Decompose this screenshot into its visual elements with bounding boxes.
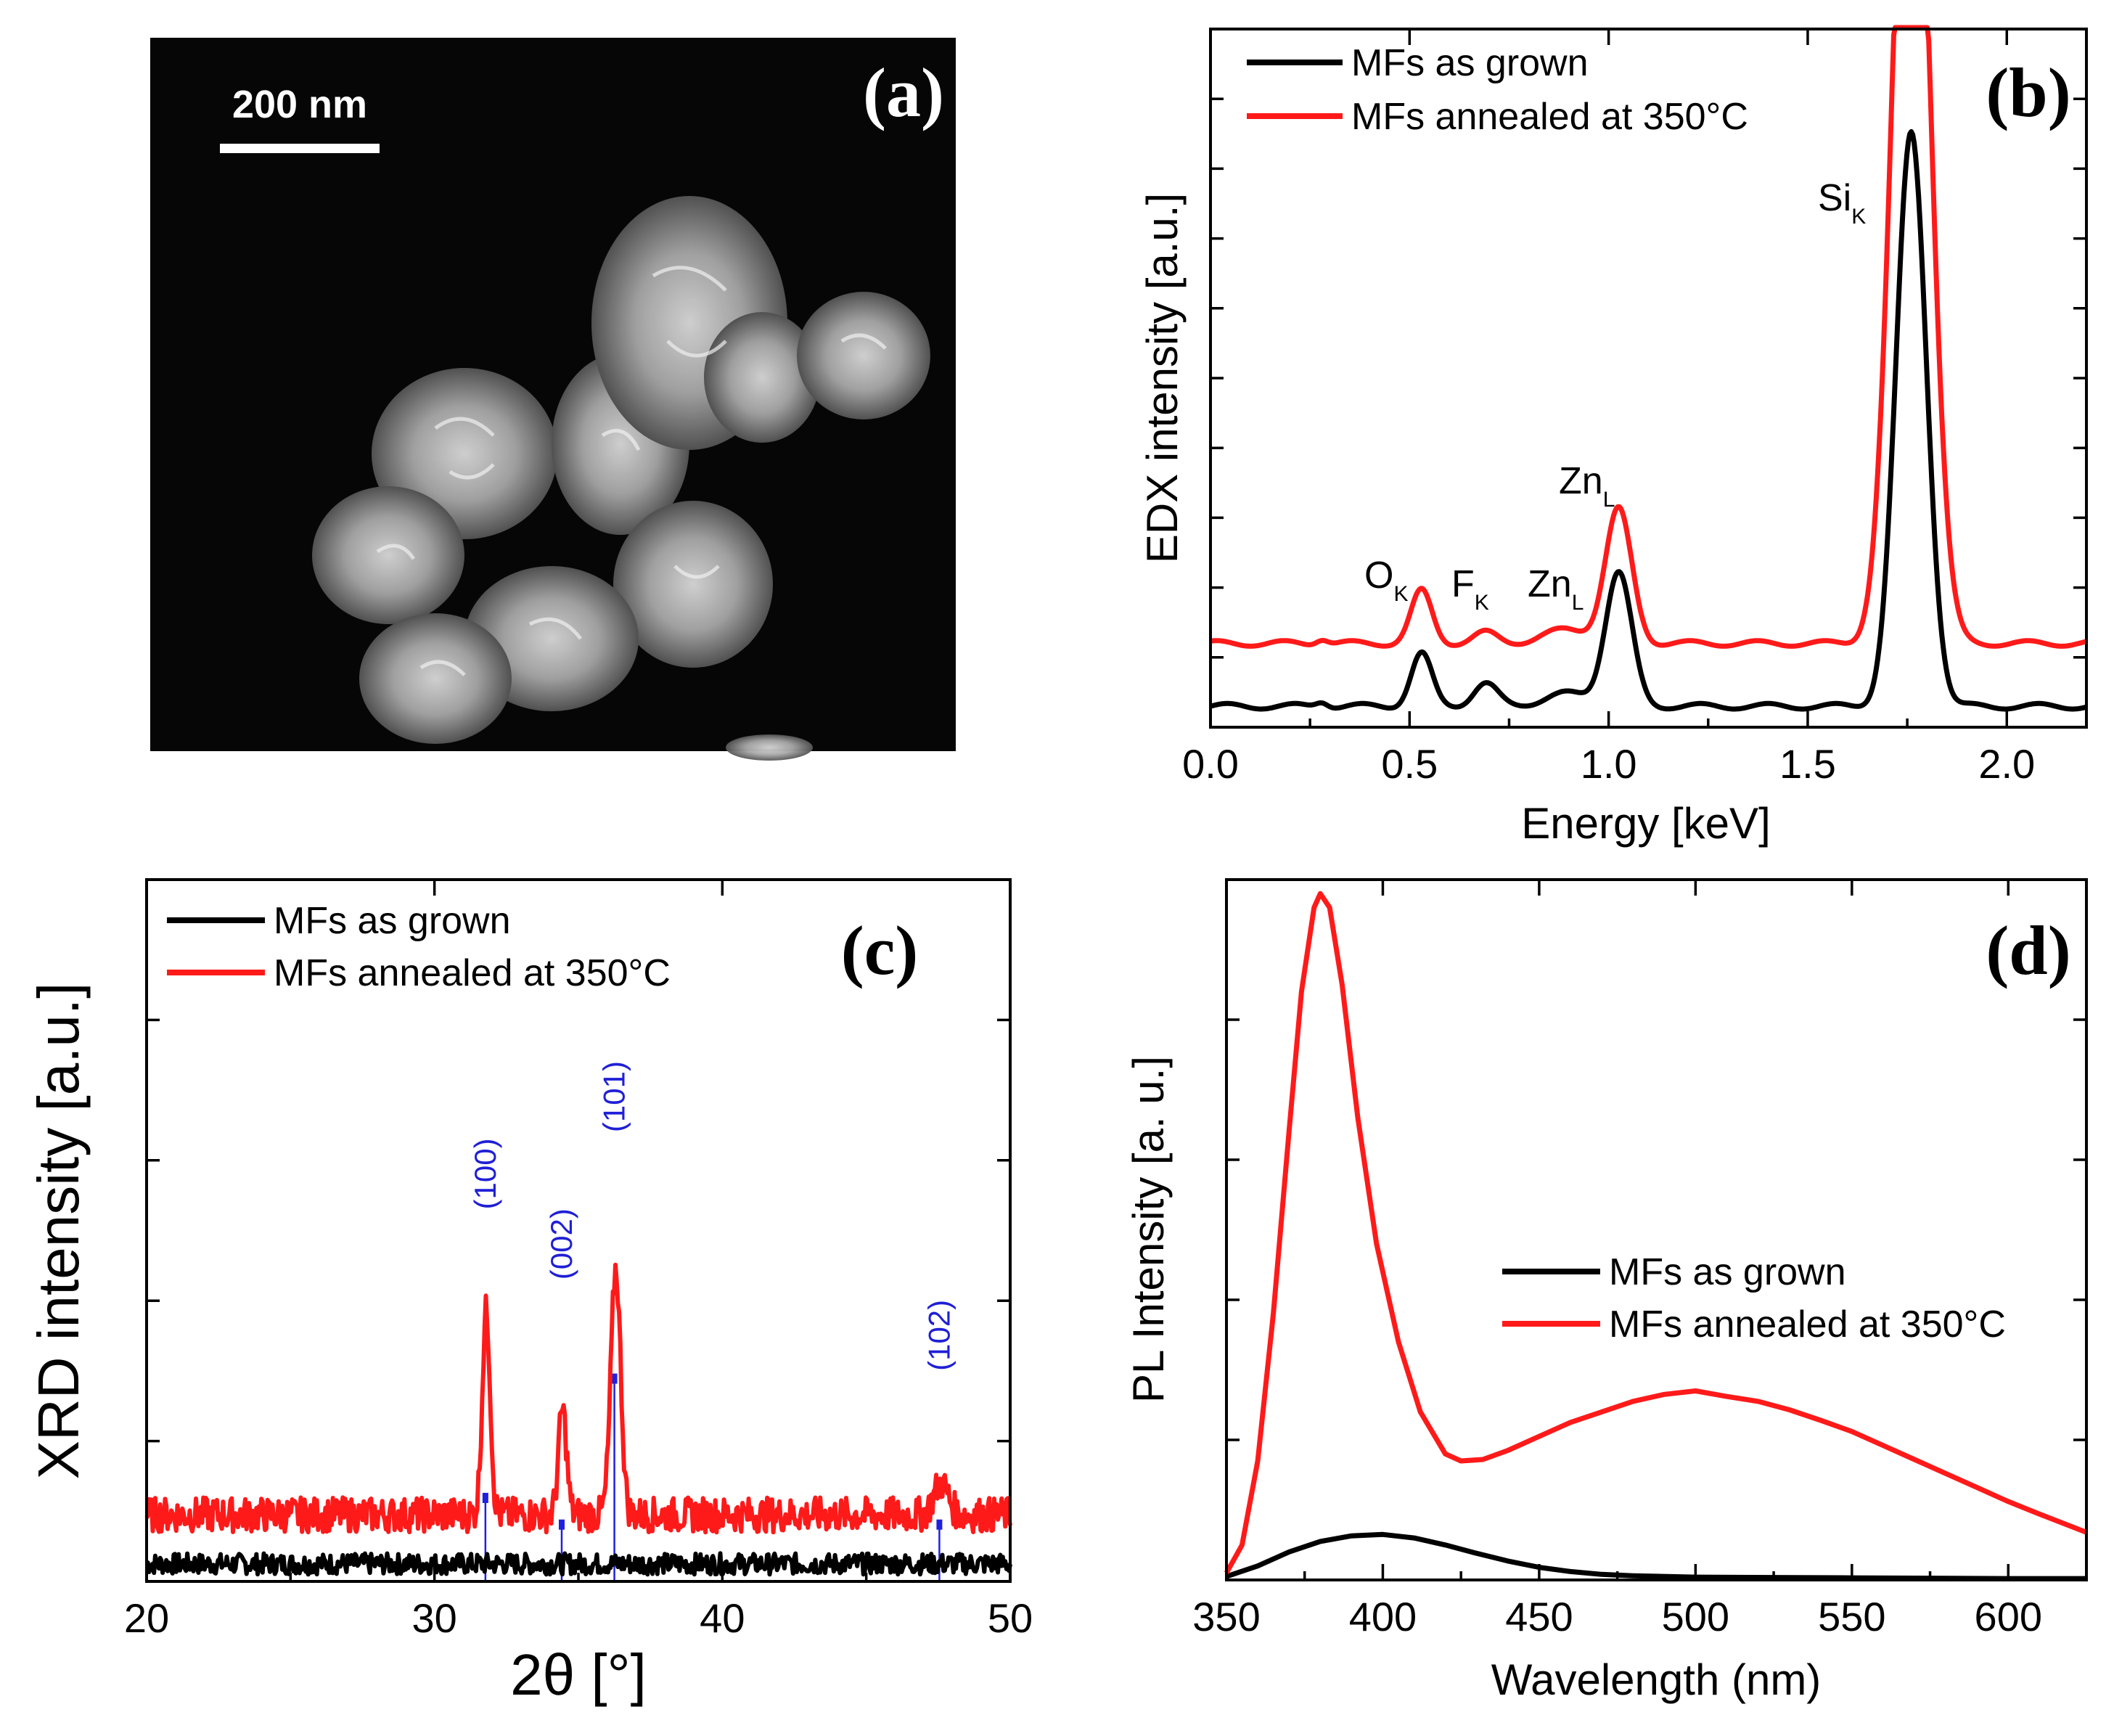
panel-label-b: (b) [1986, 54, 2070, 131]
c-hkl-label: (101) [597, 1061, 631, 1132]
b-peak-label-ok: OK [1364, 554, 1408, 606]
c-hkl-label: (102) [922, 1300, 956, 1371]
panel-label-c: (c) [841, 912, 919, 989]
c-plot-frame [145, 878, 1012, 1583]
d-xtick-label: 550 [1818, 1594, 1885, 1639]
c-xtick-label: 50 [988, 1595, 1033, 1641]
scale-bar-label: 200 nm [232, 83, 367, 126]
c-xtick-label: 30 [412, 1595, 457, 1641]
b-legend-label-as-grown: MFs as grown [1351, 42, 1589, 84]
b-legend-label-annealed: MFs annealed at 350°C [1351, 96, 1748, 138]
c-xtick-label: 40 [700, 1595, 745, 1641]
b-series-as-grown [1209, 128, 2088, 712]
b-xtick-label: 0.0 [1182, 741, 1239, 787]
b-peak-label-fk: FK [1451, 563, 1489, 615]
b-peak-label-znl-2: ZnL [1559, 460, 1615, 512]
d-xlabel: Wavelength (nm) [1491, 1655, 1822, 1704]
c-reference-marker [558, 1519, 565, 1530]
d-xtick-label: 350 [1192, 1594, 1260, 1639]
b-xtick-label: 0.5 [1381, 741, 1438, 787]
b-ylabel: EDX intensity [a.u.] [1138, 193, 1187, 563]
panel-a: 200 nm (a) [150, 38, 956, 761]
d-xtick-label: 500 [1662, 1594, 1729, 1639]
c-xtick-label: 20 [124, 1595, 169, 1641]
c-series-annealed [144, 1262, 1012, 1535]
panel-c: 20 30 40 50 (100) (002) (101) (102) 2θ [°] XRD… [26, 878, 1033, 1707]
d-xtick-label: 450 [1505, 1594, 1573, 1639]
flower-petals [376, 266, 887, 676]
b-plot-frame [1209, 28, 2088, 729]
b-xtick-label: 1.5 [1779, 741, 1836, 787]
c-legend-label-as-grown: MFs as grown [274, 900, 511, 942]
c-reference-lines: (100) (002) (101) (102) [468, 1061, 956, 1581]
b-xtick-label: 1.0 [1581, 741, 1637, 787]
c-reference-marker [611, 1373, 618, 1384]
panel-b: 0.0 0.5 1.0 1.5 2.0 Energy [keV] EDX intensi… [1138, 25, 2088, 848]
d-xtick-label: 600 [1975, 1594, 2042, 1639]
d-legend-label-as-grown: MFs as grown [1609, 1251, 1846, 1293]
d-series-annealed [1224, 890, 2088, 1575]
c-series-as-grown [144, 1551, 1012, 1577]
b-peak-label-sik: SiK [1818, 177, 1866, 229]
panel-label-d: (d) [1986, 912, 2070, 989]
panel-d: 350 400 450 500 550 600 Wavelength (nm) PL In… [1124, 878, 2088, 1704]
panel-label-a: (a) [863, 54, 944, 131]
c-reference-marker [936, 1519, 943, 1530]
b-xtick-label: 2.0 [1978, 741, 2035, 787]
microflower-cluster [312, 196, 930, 761]
d-ylabel: PL Intensity [a. u.] [1124, 1056, 1173, 1403]
c-ylabel: XRD intensity [a.u.] [26, 983, 91, 1480]
scale-bar [220, 144, 380, 153]
d-legend-label-annealed: MFs annealed at 350°C [1609, 1303, 2006, 1346]
c-hkl-label: (002) [544, 1208, 578, 1280]
c-reference-marker [482, 1492, 488, 1503]
b-series-annealed [1209, 25, 2088, 649]
c-legend-label-annealed: MFs annealed at 350°C [274, 952, 671, 994]
b-peak-label-znl-1: ZnL [1528, 563, 1584, 615]
d-series-as-grown [1225, 1531, 2086, 1581]
b-xlabel: Energy [keV] [1521, 799, 1771, 848]
b-tick-group: 0.0 0.5 1.0 1.5 2.0 [1182, 29, 2086, 787]
c-hkl-label: (100) [468, 1138, 502, 1209]
d-plot-frame [1225, 878, 2088, 1581]
c-tick-group: 20 30 40 50 [124, 880, 1033, 1641]
d-xtick-label: 400 [1349, 1594, 1417, 1639]
c-xlabel: 2θ [°] [510, 1642, 647, 1707]
